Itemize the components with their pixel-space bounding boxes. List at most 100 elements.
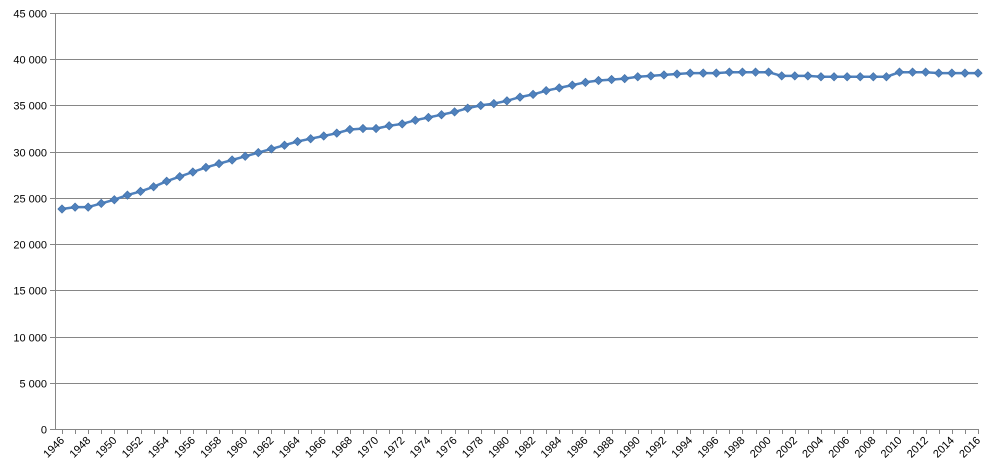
x-tick-label: 1992 [643,435,669,461]
y-tick-label: 15 000 [13,286,47,298]
x-tick-label: 1996 [696,435,722,461]
data-point [227,155,237,165]
data-point [162,176,172,186]
x-tick-label: 1954 [146,435,172,461]
data-point [436,110,447,120]
data-point [672,69,682,79]
data-point [580,77,591,87]
data-point [947,68,957,78]
data-point [960,68,970,78]
data-point [606,74,617,85]
x-tick-label: 1952 [120,435,146,461]
x-tick-label: 2008 [853,435,879,461]
y-tick-label: 20 000 [13,240,47,252]
data-point [698,68,708,78]
data-point [803,71,813,81]
x-tick-label: 1988 [591,435,617,461]
data-point [122,190,133,200]
x-tick-label: 1946 [41,435,67,461]
data-point [659,70,669,80]
data-point [214,159,224,169]
data-point [842,72,852,82]
x-tick-label: 1994 [669,435,695,461]
data-point [371,123,381,134]
data-point [358,123,368,134]
y-tick-label: 0 [41,425,47,437]
data-point [724,67,734,77]
x-tick-label: 1980 [486,435,512,461]
data-point [96,198,106,209]
data-point [790,71,800,81]
data-point [306,134,316,144]
y-tick-labels: 0 5 000 10 000 15 000 20 000 25 000 30 000 35 0… [13,9,47,437]
data-point [528,89,538,99]
y-tick-label: 10 000 [13,333,47,345]
x-tick-labels: 1946 1948 1950 1952 1954 1956 1958 1960 1962 1964… [41,435,983,461]
x-tick-label: 1972 [382,435,408,461]
x-tick-label: 1958 [198,435,224,461]
data-point [777,71,787,81]
data-point [541,86,551,96]
x-tick-label: 1978 [460,435,486,461]
data-point [384,121,394,131]
x-tick-label: 1964 [277,435,303,461]
data-point [135,186,146,197]
data-point [554,83,564,93]
x-tick-label: 1962 [251,435,277,461]
x-tick-label: 1998 [722,435,748,461]
x-tick-label: 1968 [329,435,355,461]
data-point [279,140,290,150]
data-point [319,131,329,141]
data-point [855,72,865,82]
data-point [57,204,67,214]
x-tick-label: 2002 [774,435,800,461]
data-point [502,96,512,106]
data-point [737,67,748,77]
x-tick-label: 2004 [800,435,826,461]
data-point [515,92,525,102]
data-point [109,195,119,205]
data-point [292,136,303,147]
data-point [894,67,905,77]
x-tick-label: 1982 [512,435,538,461]
data-point [345,124,355,135]
data-point [881,72,892,82]
data-point [816,72,826,82]
data-point [750,67,761,77]
y-tick-label: 25 000 [13,194,47,206]
x-tick-label: 1990 [617,435,643,461]
axes [50,13,979,434]
x-tick-label: 1974 [408,435,434,461]
x-tick-label: 2010 [879,435,905,461]
y-tick-label: 5 000 [19,379,47,391]
y-tick-label: 35 000 [13,101,47,113]
data-point [646,71,656,81]
x-tick-label: 2000 [748,435,774,461]
data-point [711,68,721,78]
data-point [148,182,159,192]
data-point [175,172,185,182]
data-point [829,72,839,82]
data-point [921,67,931,77]
gridlines [55,13,978,384]
y-tick-label: 40 000 [13,55,47,67]
data-point [907,67,918,77]
data-point [934,68,944,78]
data-point [973,68,983,78]
data-point [593,75,604,86]
data-point [410,115,420,125]
x-tick-label: 2006 [826,435,852,461]
x-tick-label: 1956 [172,435,198,461]
x-tick-label: 1984 [539,435,565,461]
x-tick-label: 1966 [303,435,329,461]
data-point [83,202,93,212]
x-tick-label: 2014 [931,435,957,461]
data-point [567,80,577,90]
data-point [266,144,276,154]
data-point [240,151,250,161]
y-tick-label: 30 000 [13,148,47,160]
data-point [476,100,486,111]
x-tick-label: 1948 [67,435,93,461]
